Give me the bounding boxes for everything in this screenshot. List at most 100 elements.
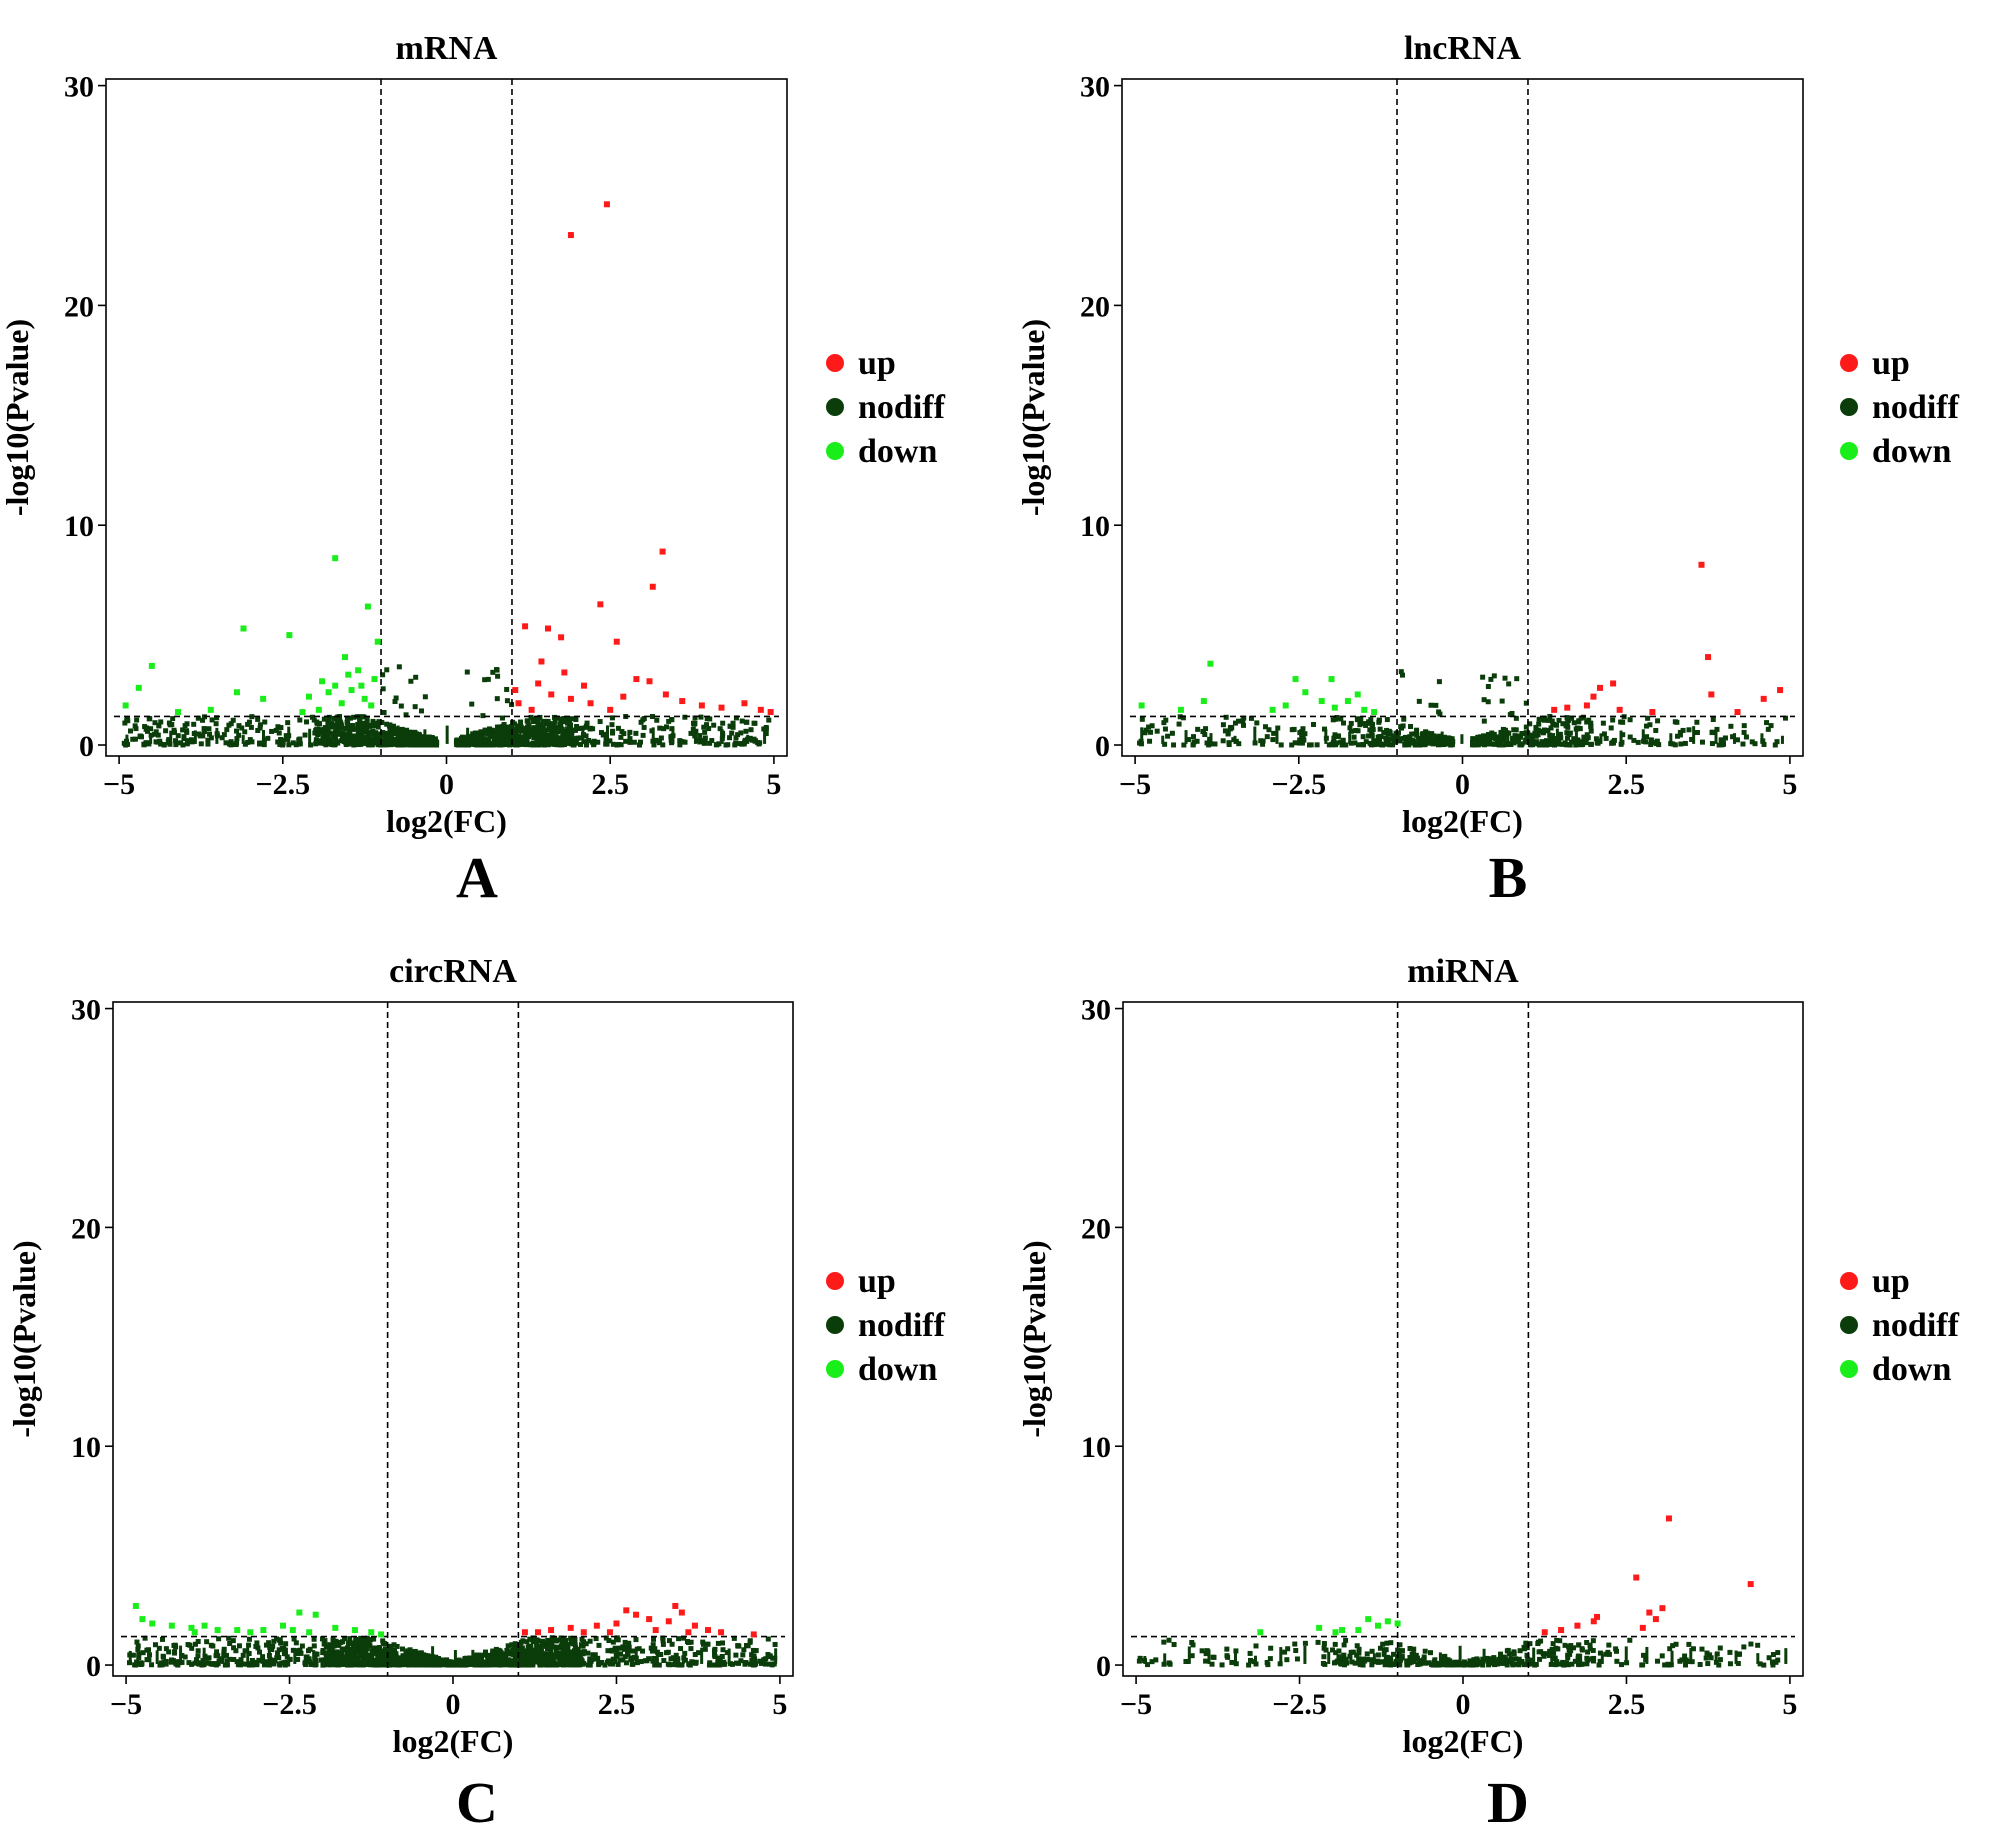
point-nodiff <box>1264 734 1270 740</box>
point-nodiff <box>641 724 647 730</box>
point-nodiff <box>730 720 736 726</box>
point-up <box>587 700 594 707</box>
point-nodiff <box>1755 1642 1761 1648</box>
point-nodiff <box>167 741 173 747</box>
point-nodiff <box>532 716 538 722</box>
point-nodiff <box>320 1650 326 1656</box>
point-nodiff <box>1557 731 1563 737</box>
point-nodiff <box>1425 735 1431 741</box>
point-nodiff <box>1584 1661 1590 1667</box>
point-nodiff <box>136 1654 142 1660</box>
point-nodiff <box>422 694 428 700</box>
point-nodiff <box>285 1661 291 1667</box>
point-nodiff <box>1367 740 1373 746</box>
point-nodiff <box>254 1640 260 1646</box>
point-nodiff <box>696 1650 702 1656</box>
point-nodiff <box>323 725 329 731</box>
point-nodiff <box>155 739 161 745</box>
point-nodiff <box>1398 724 1404 730</box>
point-nodiff <box>543 1651 549 1657</box>
point-nodiff <box>700 738 706 744</box>
point-nodiff <box>1161 1661 1167 1667</box>
point-nodiff <box>384 1649 390 1655</box>
point-nodiff <box>375 721 381 727</box>
point-nodiff <box>210 1661 216 1667</box>
point-nodiff <box>493 728 499 734</box>
point-nodiff <box>697 739 703 745</box>
point-nodiff <box>449 1661 455 1667</box>
point-nodiff <box>1506 681 1512 687</box>
point-nodiff <box>393 695 399 701</box>
point-nodiff <box>380 730 386 736</box>
point-nodiff <box>145 728 151 734</box>
point-down <box>332 682 339 689</box>
y-tick-label: 20 <box>1081 1212 1111 1245</box>
point-down <box>315 706 322 713</box>
point-nodiff <box>1344 1660 1350 1666</box>
point-down <box>135 684 142 691</box>
point-nodiff <box>152 1642 158 1648</box>
point-nodiff <box>1506 1651 1512 1657</box>
point-nodiff <box>297 736 303 742</box>
point-nodiff <box>205 1660 211 1666</box>
point-nodiff <box>1516 1656 1522 1662</box>
point-nodiff <box>1485 684 1491 690</box>
point-nodiff <box>1420 735 1426 741</box>
point-nodiff <box>418 1658 424 1664</box>
point-nodiff <box>548 735 554 741</box>
y-axis-label: -log10(Pvalue) <box>1015 319 1051 516</box>
point-nodiff <box>1564 715 1570 721</box>
point-nodiff <box>1377 1659 1383 1665</box>
point-nodiff <box>156 1645 162 1651</box>
point-nodiff <box>139 1661 145 1667</box>
point-nodiff <box>1576 718 1582 724</box>
point-nodiff <box>1293 1647 1299 1653</box>
point-down <box>338 700 345 707</box>
point-nodiff <box>1735 1660 1741 1666</box>
point-nodiff <box>286 742 292 748</box>
point-nodiff <box>560 1643 566 1649</box>
point-nodiff <box>553 741 559 747</box>
point-nodiff <box>368 1662 374 1668</box>
point-nodiff <box>387 727 393 733</box>
point-nodiff <box>322 1640 328 1646</box>
point-nodiff <box>1354 1643 1360 1649</box>
point-up <box>665 1618 672 1625</box>
point-nodiff <box>140 1650 146 1656</box>
point-nodiff <box>1569 1661 1575 1667</box>
point-nodiff <box>630 1648 636 1654</box>
point-nodiff <box>1366 733 1372 739</box>
point-nodiff <box>481 1652 487 1658</box>
point-up <box>561 669 568 676</box>
point-nodiff <box>242 1648 248 1654</box>
point-nodiff <box>720 1640 726 1646</box>
point-nodiff <box>1195 726 1201 732</box>
y-tick-label: 20 <box>1080 290 1110 323</box>
point-nodiff <box>431 737 437 743</box>
point-nodiff <box>352 1656 358 1662</box>
point-nodiff <box>351 726 357 732</box>
point-nodiff <box>347 1636 353 1642</box>
point-nodiff <box>1399 1648 1405 1654</box>
point-nodiff <box>1553 1662 1559 1668</box>
point-nodiff <box>569 716 575 722</box>
point-nodiff <box>1522 730 1528 736</box>
point-up <box>750 1631 757 1638</box>
point-nodiff <box>416 737 422 743</box>
point-nodiff <box>1171 1642 1177 1648</box>
point-nodiff <box>1421 1656 1427 1662</box>
point-nodiff <box>1665 1661 1671 1667</box>
point-up <box>535 680 542 687</box>
point-nodiff <box>422 1657 428 1663</box>
point-nodiff <box>1341 720 1347 726</box>
point-nodiff <box>275 739 281 745</box>
point-up <box>659 548 666 555</box>
point-nodiff <box>558 1645 564 1651</box>
point-nodiff <box>462 1659 468 1665</box>
point-nodiff <box>357 718 363 724</box>
point-nodiff <box>356 1662 362 1668</box>
point-nodiff <box>1588 728 1594 734</box>
point-nodiff <box>248 724 254 730</box>
point-nodiff <box>713 742 719 748</box>
point-nodiff <box>523 1661 529 1667</box>
